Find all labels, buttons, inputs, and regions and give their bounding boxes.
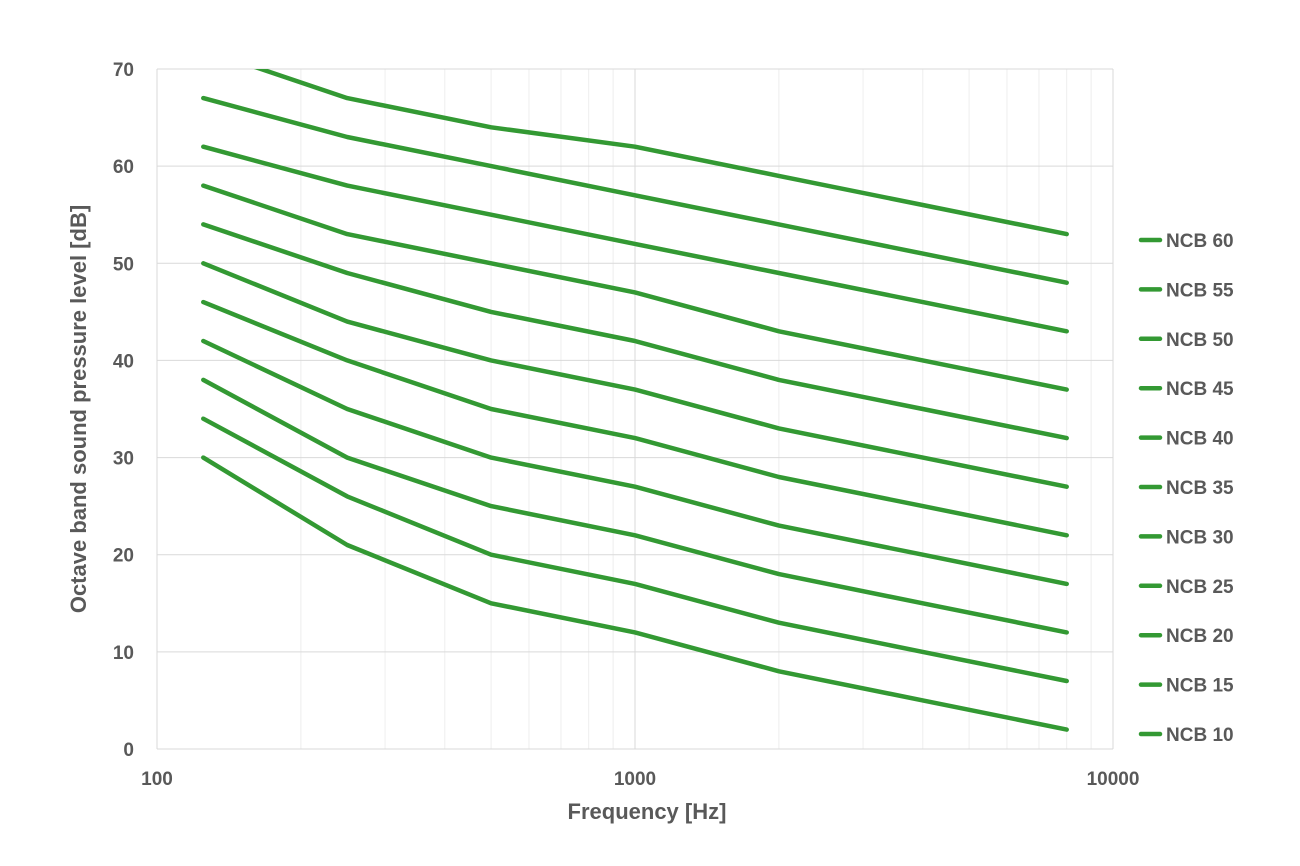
x-tick-label: 100 — [141, 769, 173, 790]
legend-label: NCB 25 — [1166, 577, 1234, 598]
x-tick-label: 10000 — [1087, 769, 1140, 790]
series-line — [201, 455, 1069, 732]
y-tick-label: 70 — [113, 60, 134, 81]
x-axis-ticks: 100 1000 10000 — [141, 769, 1139, 790]
legend-label: NCB 35 — [1166, 478, 1234, 499]
legend-label: NCB 50 — [1166, 330, 1234, 351]
series-line — [201, 144, 1069, 334]
series-line — [201, 95, 1069, 285]
y-tick-label: 10 — [113, 643, 134, 664]
legend: NCB 60 NCB 55 NCB 50 NCB 45 NCB 40 NCB 35 NCB … — [1138, 231, 1234, 746]
y-tick-label: 40 — [113, 351, 134, 372]
series-line — [201, 261, 1069, 489]
legend-label: NCB 55 — [1166, 280, 1234, 301]
x-tick-label: 1000 — [614, 769, 656, 790]
series-line — [201, 377, 1069, 635]
legend-label: NCB 20 — [1166, 626, 1234, 647]
y-axis-ticks: 0 10 20 30 40 50 60 70 — [113, 60, 134, 761]
legend-label: NCB 30 — [1166, 527, 1234, 548]
y-axis-title: Octave band sound pressure level [dB] — [66, 205, 91, 613]
series-layer — [201, 69, 1069, 732]
series-line — [253, 69, 1069, 237]
series-line — [201, 416, 1069, 684]
series-line — [201, 299, 1069, 538]
y-tick-label: 0 — [123, 740, 134, 761]
y-tick-label: 20 — [113, 546, 134, 567]
series-line — [201, 183, 1069, 392]
legend-label: NCB 40 — [1166, 429, 1234, 450]
legend-label: NCB 15 — [1166, 676, 1234, 697]
y-tick-label: 50 — [113, 254, 134, 275]
legend-label: NCB 10 — [1166, 725, 1234, 746]
legend-label: NCB 45 — [1166, 379, 1234, 400]
y-tick-label: 30 — [113, 449, 134, 470]
legend-label: NCB 60 — [1166, 231, 1234, 252]
y-tick-label: 60 — [113, 157, 134, 178]
series-line — [201, 338, 1069, 587]
x-axis-title: Frequency [Hz] — [568, 799, 727, 824]
series-line — [201, 222, 1069, 441]
